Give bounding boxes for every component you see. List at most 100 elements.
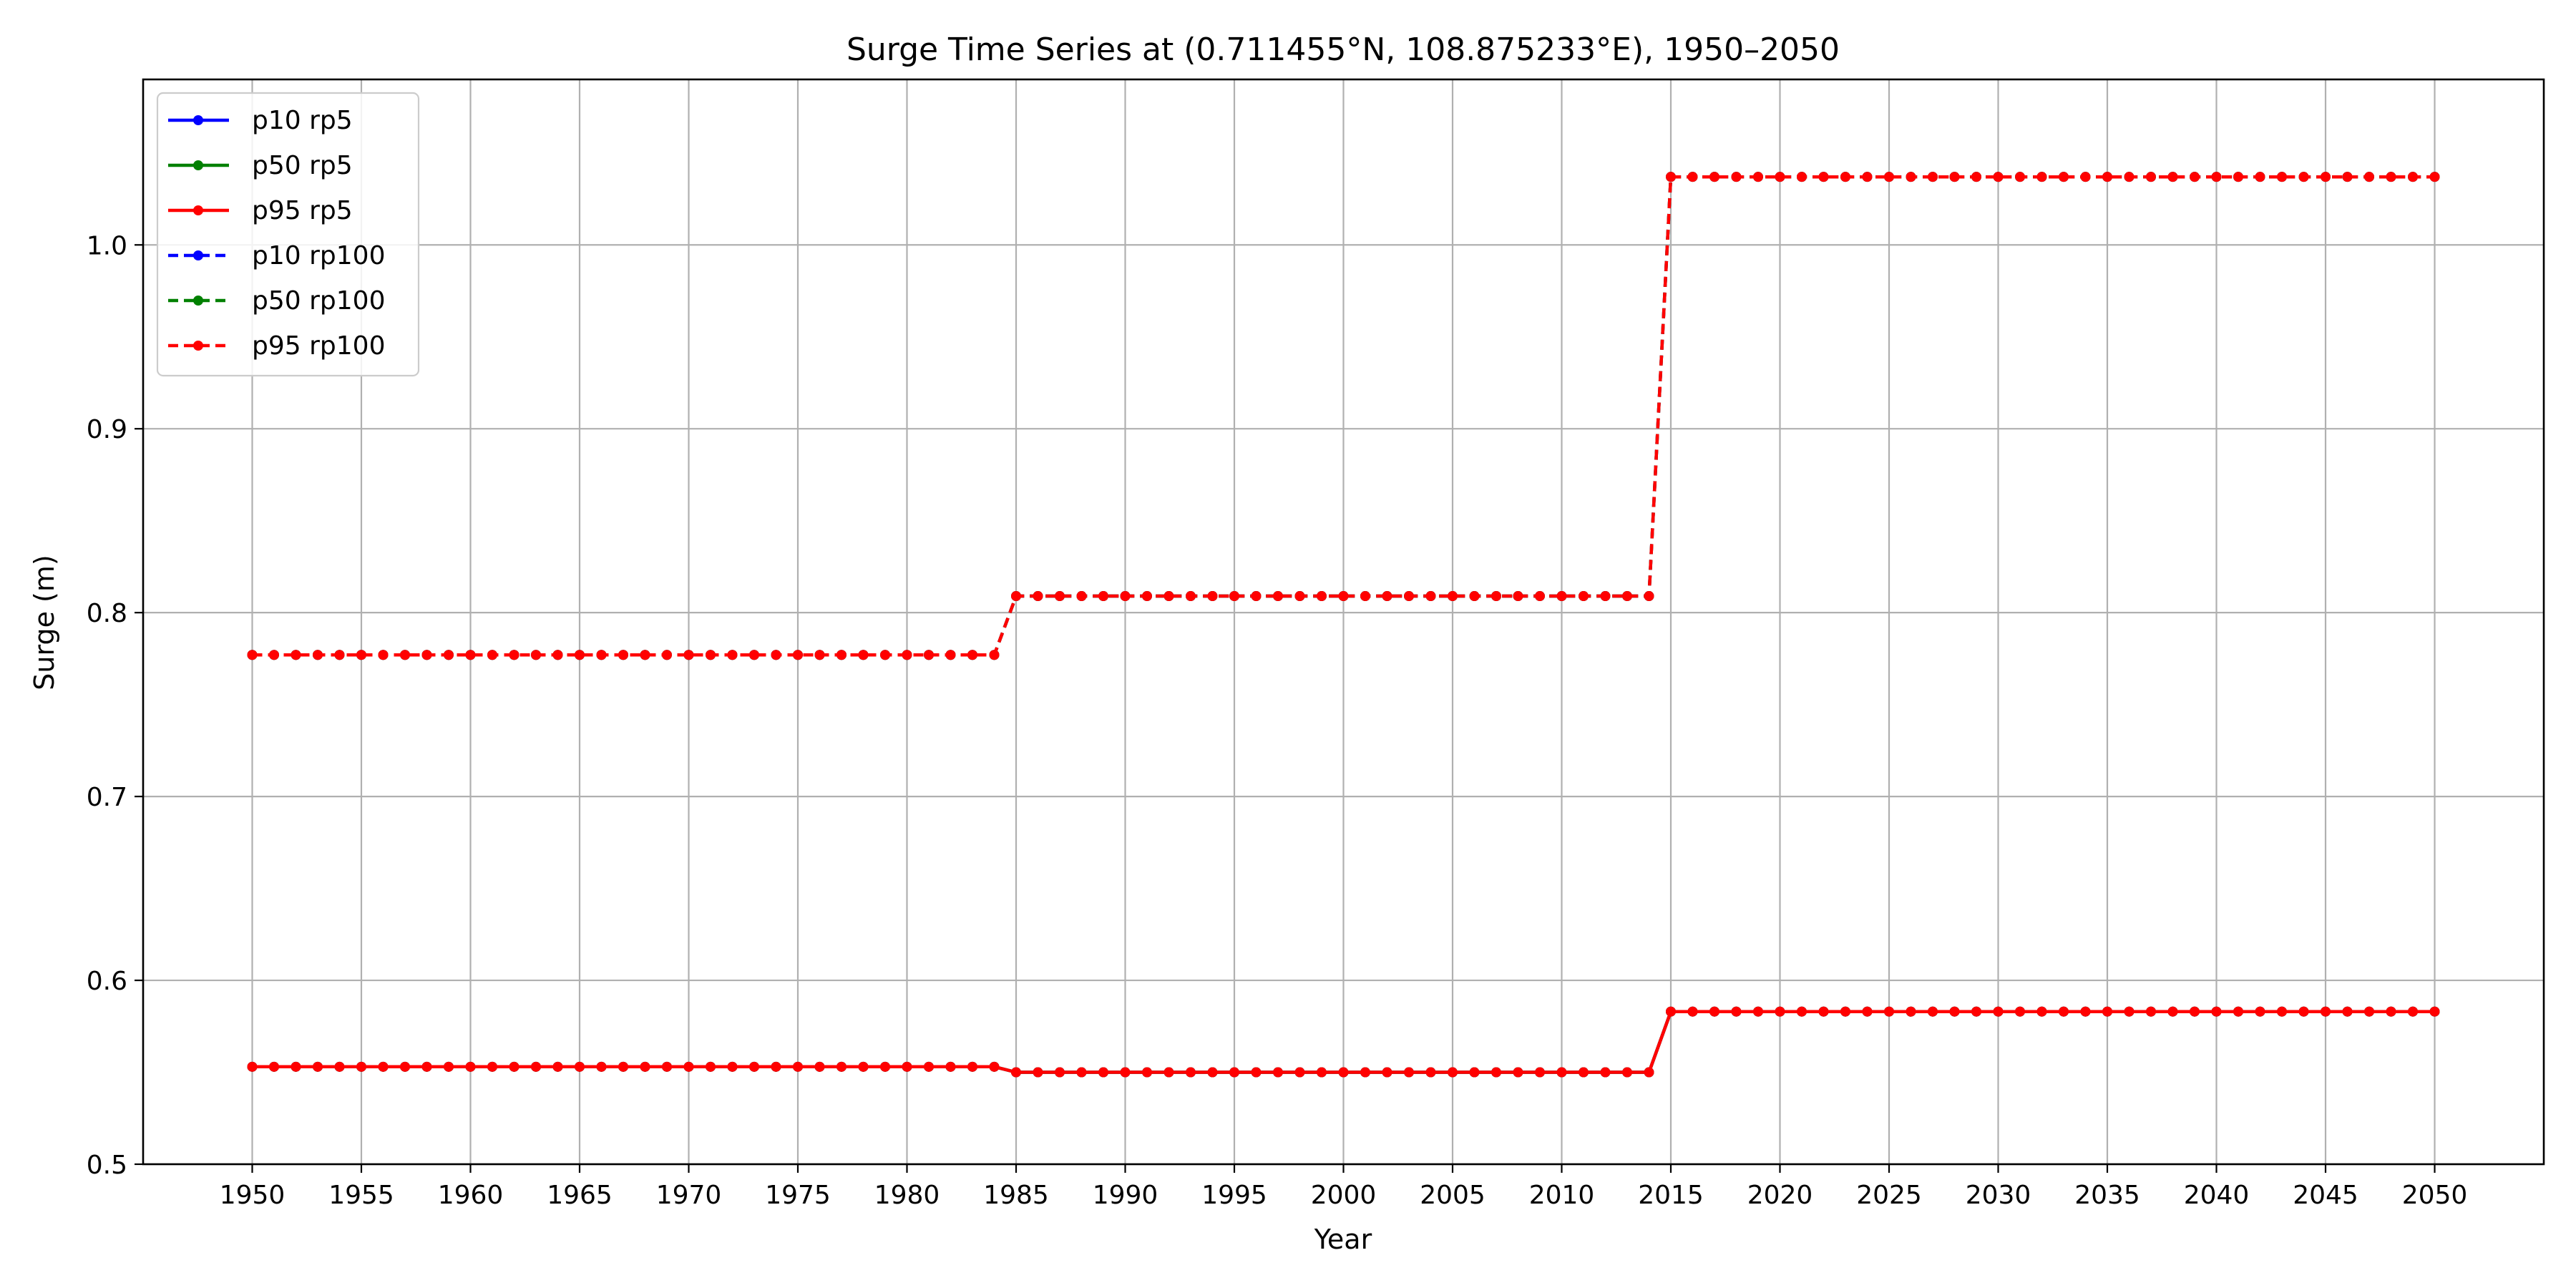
data-point bbox=[596, 650, 607, 660]
data-point bbox=[749, 650, 759, 660]
data-point bbox=[1229, 591, 1239, 602]
x-axis-label: Year bbox=[1314, 1224, 1372, 1255]
data-point bbox=[2059, 1006, 2069, 1017]
data-point bbox=[1448, 591, 1458, 602]
data-point bbox=[683, 650, 694, 660]
x-tick-label: 1980 bbox=[874, 1181, 940, 1210]
x-tick-label: 1995 bbox=[1201, 1181, 1267, 1210]
data-point bbox=[1076, 1067, 1087, 1078]
data-point bbox=[1360, 591, 1370, 602]
data-point bbox=[2277, 1006, 2287, 1017]
data-point bbox=[967, 1061, 977, 1072]
data-point bbox=[2255, 172, 2265, 182]
data-point bbox=[1644, 591, 1654, 602]
data-point bbox=[727, 1061, 738, 1072]
data-point bbox=[771, 650, 781, 660]
y-tick-label: 0.7 bbox=[87, 783, 127, 812]
data-point bbox=[1731, 172, 1742, 182]
data-point bbox=[2342, 172, 2353, 182]
data-point bbox=[662, 1061, 672, 1072]
data-point bbox=[2233, 172, 2243, 182]
data-point bbox=[1797, 1006, 1807, 1017]
data-point bbox=[967, 650, 977, 660]
data-point bbox=[2124, 172, 2135, 182]
data-point bbox=[945, 1061, 956, 1072]
data-point bbox=[2298, 172, 2309, 182]
data-point bbox=[1556, 591, 1567, 602]
data-point bbox=[487, 1061, 497, 1072]
data-point bbox=[706, 650, 716, 660]
data-point bbox=[378, 650, 389, 660]
data-point bbox=[989, 650, 1000, 660]
data-point bbox=[1906, 1006, 1916, 1017]
data-point bbox=[2190, 1006, 2200, 1017]
data-point bbox=[814, 650, 825, 660]
data-point bbox=[1011, 1067, 1021, 1078]
data-point bbox=[531, 1061, 541, 1072]
data-point bbox=[1404, 1067, 1414, 1078]
data-point bbox=[1731, 1006, 1742, 1017]
x-tick-label: 2000 bbox=[1311, 1181, 1377, 1210]
data-point bbox=[836, 650, 847, 660]
data-point bbox=[2211, 172, 2222, 182]
data-point bbox=[444, 650, 454, 660]
data-point bbox=[2102, 172, 2112, 182]
x-tick-label: 1970 bbox=[656, 1181, 722, 1210]
data-point bbox=[2386, 1006, 2396, 1017]
data-point bbox=[334, 650, 345, 660]
data-point bbox=[1055, 591, 1065, 602]
data-point bbox=[1382, 591, 1392, 602]
y-tick-label: 1.0 bbox=[87, 231, 127, 260]
data-point bbox=[836, 1061, 847, 1072]
series-p95-rp5 bbox=[247, 1006, 2440, 1078]
data-point bbox=[793, 650, 803, 660]
data-point bbox=[291, 1061, 301, 1072]
data-point bbox=[2190, 172, 2200, 182]
data-point bbox=[1513, 591, 1523, 602]
data-point bbox=[2429, 1006, 2440, 1017]
data-point bbox=[2146, 172, 2156, 182]
series-line bbox=[252, 175, 2435, 657]
data-point bbox=[945, 650, 956, 660]
data-point bbox=[1709, 1006, 1719, 1017]
data-point bbox=[793, 1061, 803, 1072]
data-point bbox=[552, 650, 563, 660]
x-tick-label: 1985 bbox=[983, 1181, 1049, 1210]
data-point bbox=[1556, 1067, 1567, 1078]
data-point bbox=[1753, 1006, 1763, 1017]
chart-title: Surge Time Series at (0.711455°N, 108.87… bbox=[847, 31, 1840, 68]
data-point bbox=[247, 1061, 258, 1072]
data-point bbox=[2386, 172, 2396, 182]
data-point bbox=[1687, 172, 1698, 182]
data-point bbox=[2321, 1006, 2331, 1017]
x-tick-label: 2020 bbox=[1747, 1181, 1813, 1210]
data-point bbox=[1993, 1006, 2004, 1017]
x-tick-label: 2030 bbox=[1966, 1181, 2031, 1210]
data-point bbox=[2364, 172, 2374, 182]
data-point bbox=[1600, 591, 1611, 602]
data-point bbox=[1011, 591, 1021, 602]
data-point bbox=[575, 650, 585, 660]
data-point bbox=[509, 1061, 519, 1072]
data-point bbox=[662, 650, 672, 660]
data-point bbox=[2124, 1006, 2135, 1017]
x-tick-label: 2005 bbox=[1420, 1181, 1485, 1210]
data-point bbox=[1600, 1067, 1611, 1078]
data-point bbox=[378, 1061, 389, 1072]
legend-label: p50 rp5 bbox=[252, 151, 353, 180]
data-point bbox=[924, 650, 934, 660]
data-point bbox=[1884, 1006, 1894, 1017]
data-point bbox=[814, 1061, 825, 1072]
data-point bbox=[1317, 591, 1327, 602]
data-point bbox=[2080, 172, 2091, 182]
data-point bbox=[444, 1061, 454, 1072]
grid-lines bbox=[143, 79, 2544, 1166]
data-point bbox=[575, 1061, 585, 1072]
data-point bbox=[269, 650, 279, 660]
x-tick-label: 2035 bbox=[2074, 1181, 2140, 1210]
y-tick-label: 0.9 bbox=[87, 415, 127, 444]
data-point bbox=[1120, 1067, 1131, 1078]
data-point bbox=[1251, 591, 1262, 602]
legend-marker bbox=[193, 250, 203, 260]
data-point bbox=[1207, 1067, 1218, 1078]
